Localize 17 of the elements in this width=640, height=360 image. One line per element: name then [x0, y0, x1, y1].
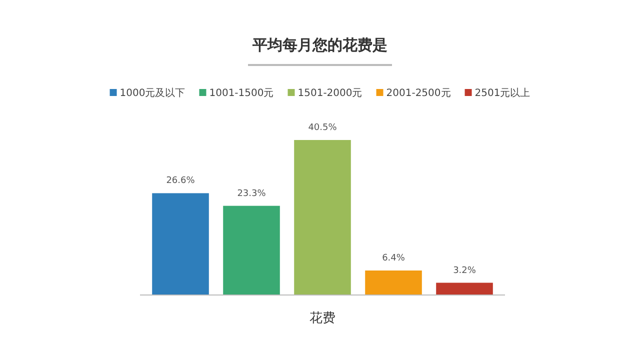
data-label: 40.5%	[308, 123, 338, 133]
legend-label: 2501元以上	[474, 87, 530, 99]
bar	[365, 270, 422, 295]
legend-label: 1001-1500元	[209, 88, 274, 99]
bar	[152, 193, 209, 295]
data-label: 23.3%	[237, 188, 266, 199]
bar	[223, 206, 280, 295]
legend-label: 1501-2000元	[298, 88, 362, 99]
data-label: 6.4%	[382, 254, 406, 264]
legend-label: 2001-2500元	[386, 88, 451, 99]
data-label: 26.6%	[166, 176, 196, 186]
x-axis-title: 花费	[310, 311, 336, 326]
legend-label: 1000元及以下	[120, 87, 186, 99]
data-label: 3.2%	[453, 266, 476, 276]
bar	[436, 282, 493, 295]
chart-title: 平均每月您的花费是	[252, 36, 388, 54]
bar	[294, 140, 351, 295]
